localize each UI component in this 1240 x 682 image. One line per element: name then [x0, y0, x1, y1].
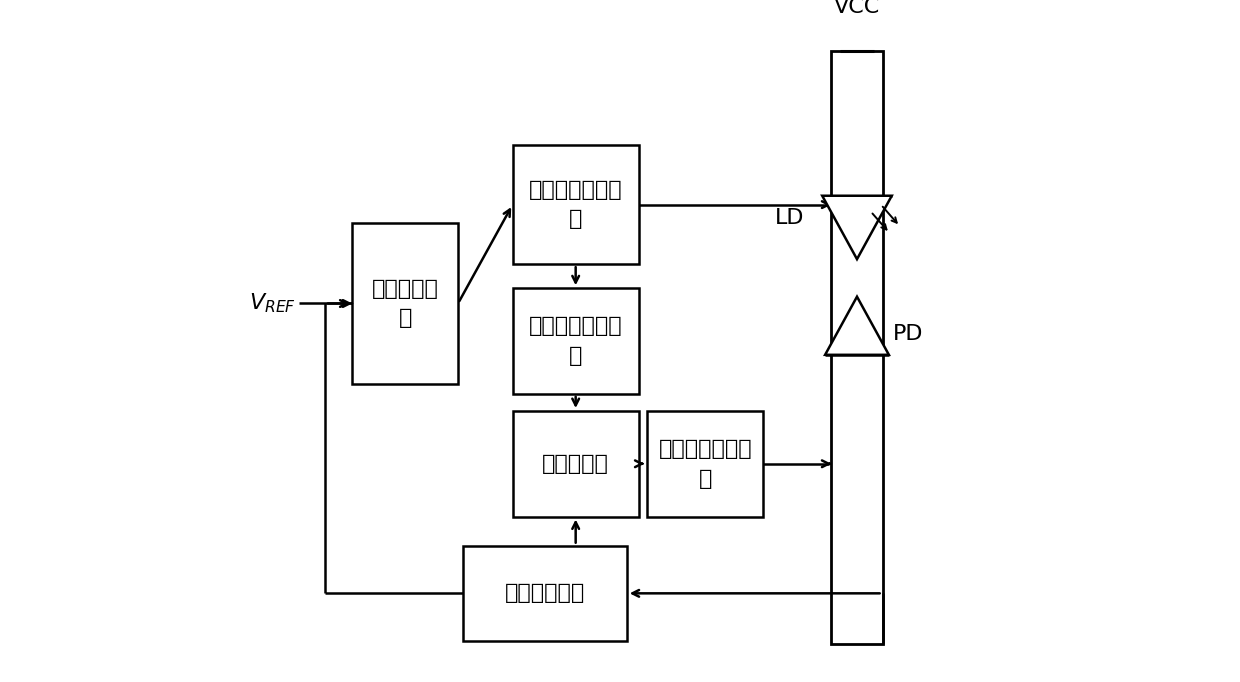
Bar [832, 51, 883, 644]
Polygon shape [822, 196, 892, 259]
Bar [352, 223, 458, 383]
Text: 偏置电流产生模
块: 偏置电流产生模 块 [528, 180, 622, 229]
Bar [512, 145, 639, 265]
Bar [647, 411, 764, 517]
Bar [512, 411, 639, 517]
Text: 偏置电流测量电
路: 偏置电流测量电 路 [528, 316, 622, 366]
Text: 异步控制中
心: 异步控制中 心 [372, 279, 439, 328]
Text: PD: PD [893, 324, 924, 344]
Text: 调制电流产生模
块: 调制电流产生模 块 [658, 439, 753, 488]
Text: 微控制中心: 微控制中心 [542, 454, 609, 474]
Text: 电流检测电路: 电流检测电路 [505, 583, 585, 604]
Polygon shape [825, 297, 889, 355]
Text: VCC: VCC [833, 0, 880, 17]
Text: LD: LD [775, 208, 804, 228]
Bar [464, 546, 626, 641]
Text: $V_{REF}$: $V_{REF}$ [249, 292, 296, 315]
Bar [512, 288, 639, 394]
